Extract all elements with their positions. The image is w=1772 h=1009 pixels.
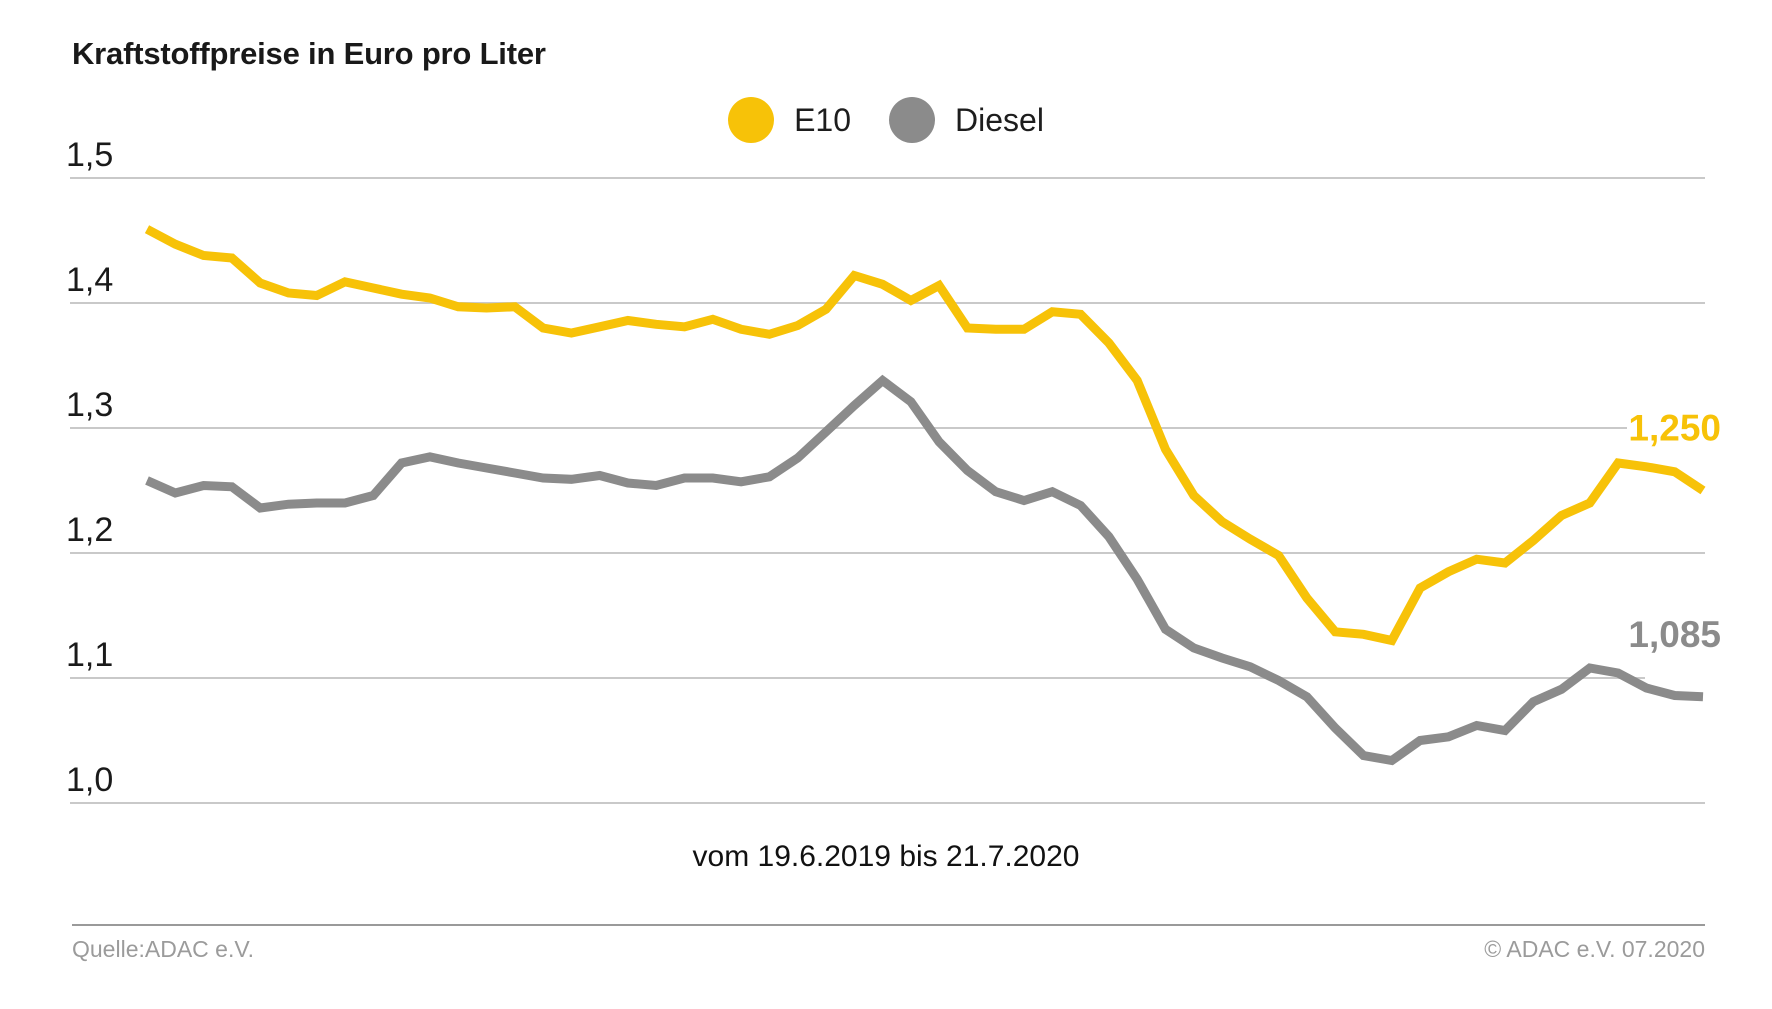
page-title: Kraftstoffpreise in Euro pro Liter — [72, 36, 546, 71]
legend-label-diesel: Diesel — [955, 101, 1044, 138]
legend: E10 Diesel — [0, 92, 1772, 148]
y-tick-label-1,0: 1,0 — [66, 761, 113, 799]
e10-end-label: 1,250 — [1628, 408, 1721, 449]
diesel-line — [145, 374, 1704, 766]
y-tick-label-1,1: 1,1 — [66, 636, 113, 674]
y-tick-label-1,4: 1,4 — [66, 261, 113, 299]
legend-item-e10: E10 — [728, 97, 851, 143]
e10-color-dot-icon — [728, 97, 775, 143]
y-tick-label-1,3: 1,3 — [66, 386, 113, 424]
diesel-end-label: 1,085 — [1628, 614, 1721, 655]
e10-line — [144, 225, 1706, 646]
y-tick-label-1,2: 1,2 — [66, 511, 113, 549]
legend-item-diesel: Diesel — [889, 97, 1044, 143]
x-axis-range-caption: vom 19.6.2019 bis 21.7.2020 — [692, 840, 1080, 873]
legend-label-e10: E10 — [794, 101, 851, 138]
copyright-note: © ADAC e.V. 07.2020 — [1484, 936, 1705, 962]
source-note: Quelle:ADAC e.V. — [72, 936, 254, 962]
diesel-color-dot-icon — [889, 97, 935, 143]
footer-divider — [72, 924, 1705, 926]
y-tick-label-1,5: 1,5 — [66, 136, 113, 174]
